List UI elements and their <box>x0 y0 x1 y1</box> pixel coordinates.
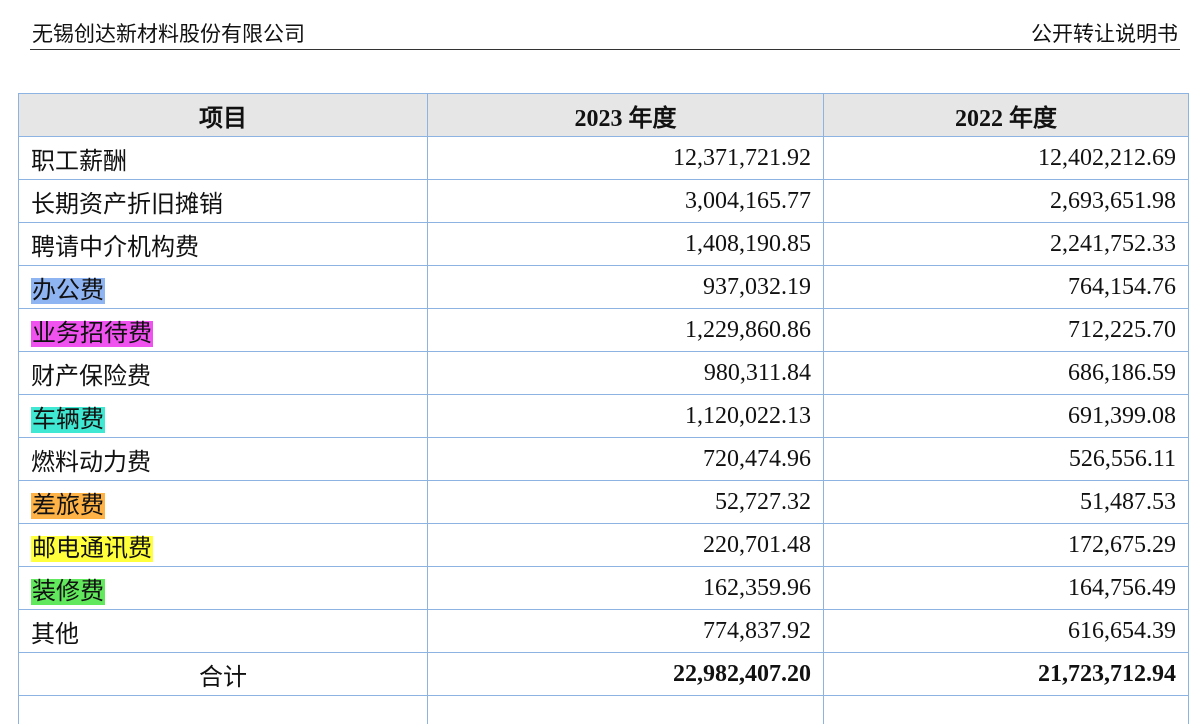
table-row: 装修费 162,359.96 164,756.49 <box>18 566 1189 610</box>
value-2022: 12,402,212.69 <box>823 136 1189 180</box>
table-row: 车辆费 1,120,022.13 691,399.08 <box>18 394 1189 438</box>
table-row: 邮电通讯费 220,701.48 172,675.29 <box>18 523 1189 567</box>
item-cell: 其他 <box>18 609 428 653</box>
table-row: 其他 774,837.92 616,654.39 <box>18 609 1189 653</box>
empty-cell <box>18 695 428 724</box>
item-cell: 聘请中介机构费 <box>18 222 428 266</box>
item-label: 差旅费 <box>31 492 105 519</box>
item-label: 燃料动力费 <box>31 449 151 476</box>
value-2023: 980,311.84 <box>427 351 824 395</box>
value-2022: 764,154.76 <box>823 265 1189 309</box>
value-2023: 1,408,190.85 <box>427 222 824 266</box>
table-row: 办公费 937,032.19 764,154.76 <box>18 265 1189 309</box>
column-header: 项目 <box>18 93 428 137</box>
value-2022: 2,241,752.33 <box>823 222 1189 266</box>
item-cell: 业务招待费 <box>18 308 428 352</box>
table-row: 合计 22,982,407.20 21,723,712.94 <box>18 652 1189 696</box>
table-row: 业务招待费 1,229,860.86 712,225.70 <box>18 308 1189 352</box>
item-label: 车辆费 <box>31 406 105 433</box>
column-header: 2022 年度 <box>823 93 1189 137</box>
item-label: 职工薪酬 <box>31 148 127 175</box>
item-cell: 燃料动力费 <box>18 437 428 481</box>
header-rule <box>30 49 1180 50</box>
value-2022: 51,487.53 <box>823 480 1189 524</box>
expense-table: 项目 2023 年度 2022 年度 职工薪酬 12,371,721.92 12,402… <box>18 93 1189 724</box>
table-row: 差旅费 52,727.32 51,487.53 <box>18 480 1189 524</box>
item-label: 合计 <box>199 664 247 691</box>
item-label: 聘请中介机构费 <box>31 234 199 261</box>
empty-cell <box>427 695 824 724</box>
table-row: 财产保险费 980,311.84 686,186.59 <box>18 351 1189 395</box>
value-2022: 712,225.70 <box>823 308 1189 352</box>
table-row: 聘请中介机构费 1,408,190.85 2,241,752.33 <box>18 222 1189 266</box>
company-name: 无锡创达新材料股份有限公司 <box>32 22 305 46</box>
item-cell: 长期资产折旧摊销 <box>18 179 428 223</box>
document-title: 公开转让说明书 <box>1031 22 1178 46</box>
table-row: 长期资产折旧摊销 3,004,165.77 2,693,651.98 <box>18 179 1189 223</box>
value-2023: 937,032.19 <box>427 265 824 309</box>
item-cell: 差旅费 <box>18 480 428 524</box>
value-2022: 616,654.39 <box>823 609 1189 653</box>
table-row: 职工薪酬 12,371,721.92 12,402,212.69 <box>18 136 1189 180</box>
table-row <box>18 695 1189 724</box>
item-label: 办公费 <box>31 277 105 304</box>
value-2023: 162,359.96 <box>427 566 824 610</box>
value-2023: 1,229,860.86 <box>427 308 824 352</box>
value-2023: 22,982,407.20 <box>427 652 824 696</box>
value-2023: 12,371,721.92 <box>427 136 824 180</box>
value-2022: 164,756.49 <box>823 566 1189 610</box>
item-label: 装修费 <box>31 578 105 605</box>
item-label: 长期资产折旧摊销 <box>31 191 223 218</box>
empty-cell <box>823 695 1189 724</box>
value-2023: 220,701.48 <box>427 523 824 567</box>
item-cell: 办公费 <box>18 265 428 309</box>
column-header: 2023 年度 <box>427 93 824 137</box>
value-2023: 1,120,022.13 <box>427 394 824 438</box>
value-2023: 774,837.92 <box>427 609 824 653</box>
item-label: 财产保险费 <box>31 363 151 390</box>
item-label: 业务招待费 <box>31 320 153 347</box>
value-2022: 21,723,712.94 <box>823 652 1189 696</box>
value-2023: 720,474.96 <box>427 437 824 481</box>
item-label: 邮电通讯费 <box>31 535 153 562</box>
value-2022: 172,675.29 <box>823 523 1189 567</box>
item-cell: 职工薪酬 <box>18 136 428 180</box>
item-cell: 邮电通讯费 <box>18 523 428 567</box>
value-2022: 686,186.59 <box>823 351 1189 395</box>
item-cell: 车辆费 <box>18 394 428 438</box>
value-2022: 2,693,651.98 <box>823 179 1189 223</box>
item-cell: 财产保险费 <box>18 351 428 395</box>
value-2023: 3,004,165.77 <box>427 179 824 223</box>
item-label: 其他 <box>31 621 79 648</box>
item-cell: 装修费 <box>18 566 428 610</box>
item-cell: 合计 <box>18 652 428 696</box>
table-row: 燃料动力费 720,474.96 526,556.11 <box>18 437 1189 481</box>
value-2022: 526,556.11 <box>823 437 1189 481</box>
value-2022: 691,399.08 <box>823 394 1189 438</box>
value-2023: 52,727.32 <box>427 480 824 524</box>
header-row: 项目 2023 年度 2022 年度 <box>18 93 1189 137</box>
